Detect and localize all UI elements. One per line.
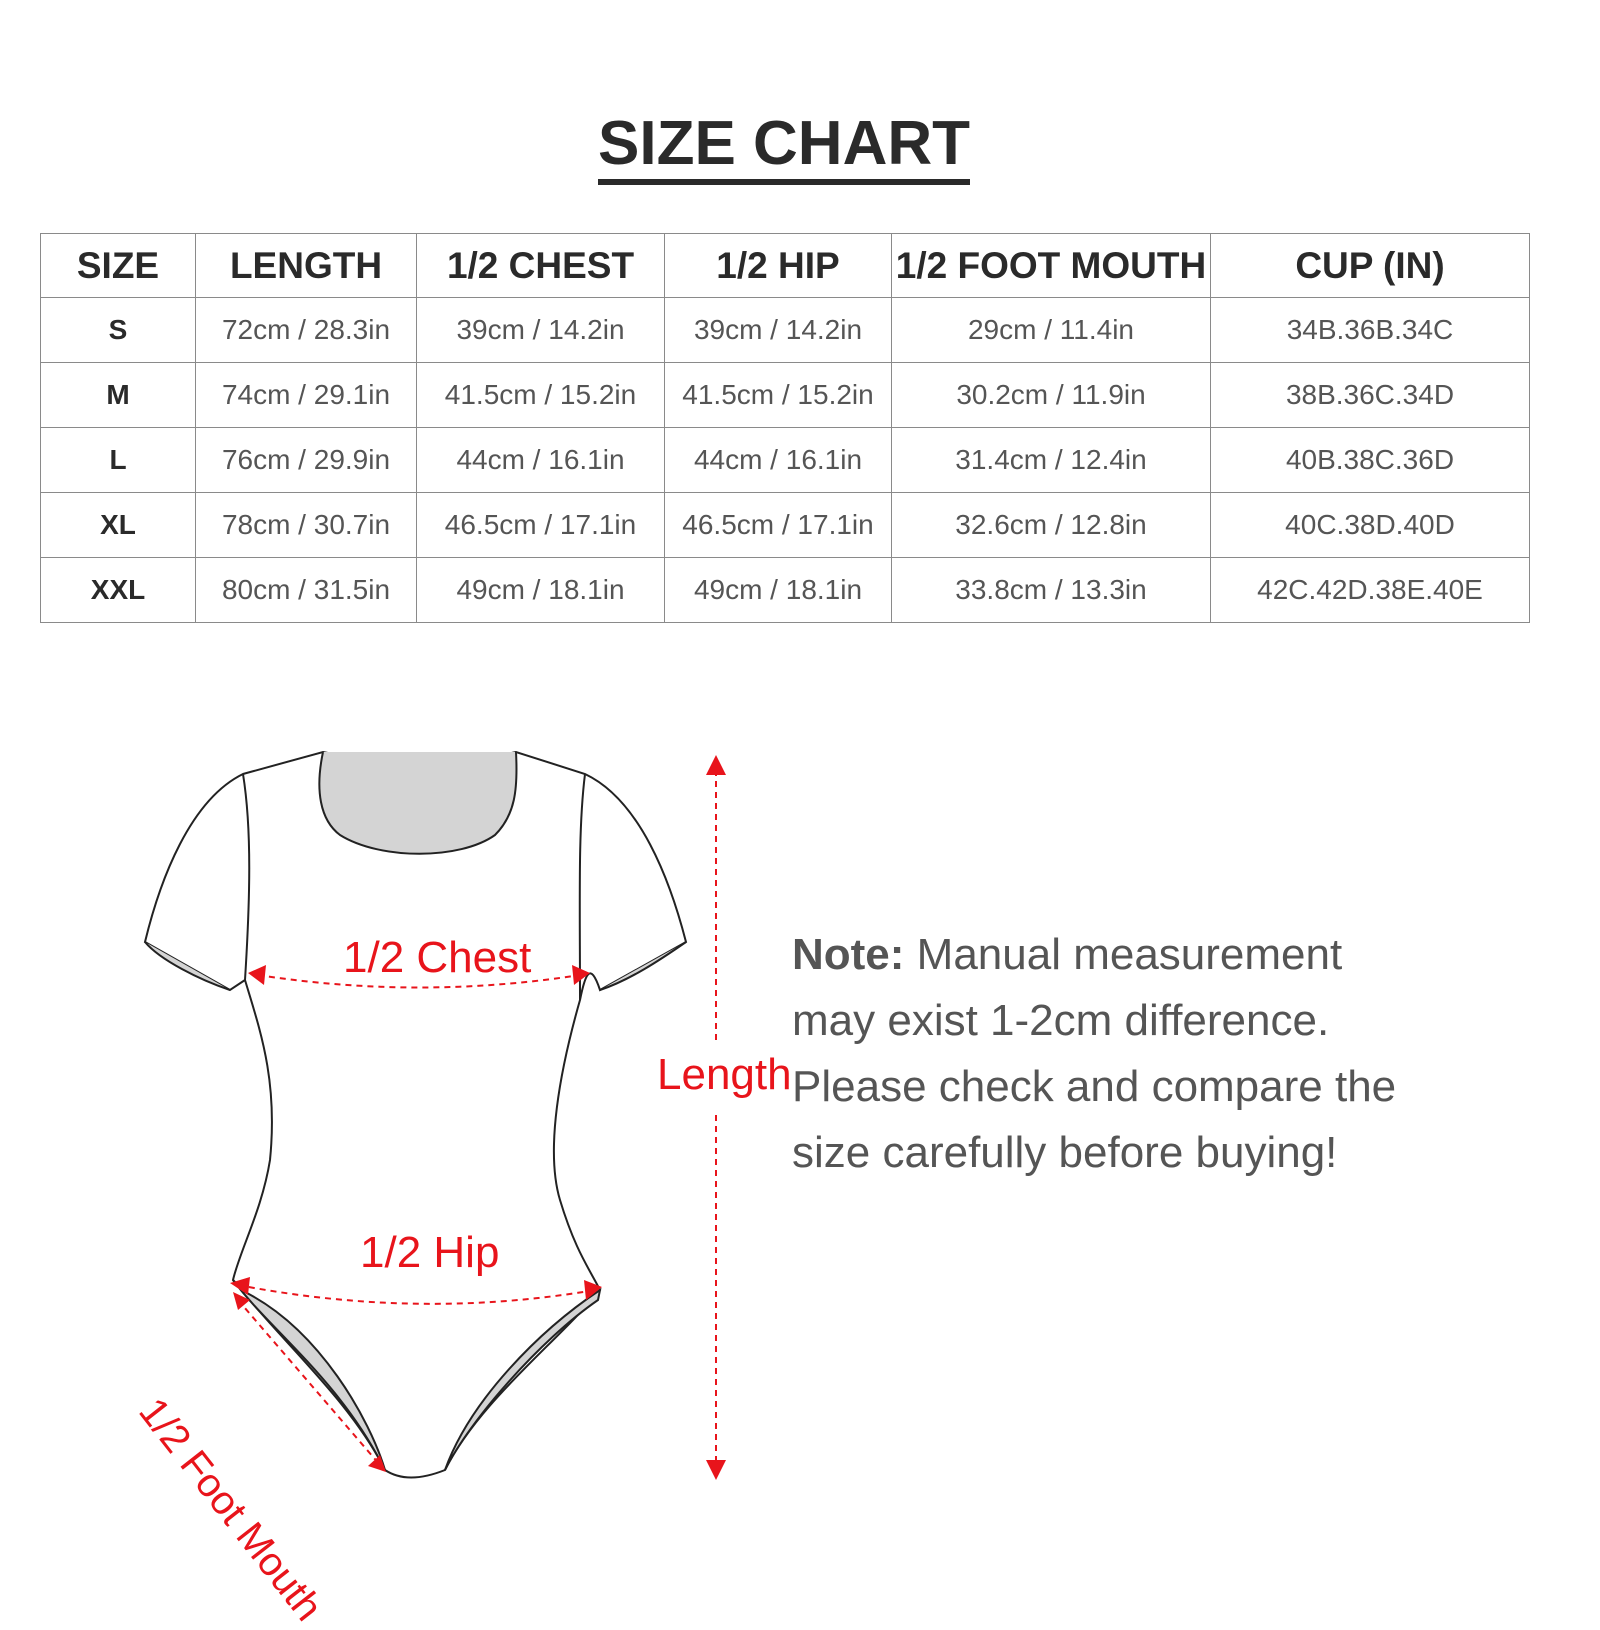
foot-mouth-measure-line <box>237 1299 381 1466</box>
arrow-icon <box>248 965 266 985</box>
size-cell: S <box>40 297 196 363</box>
table-cell: 30.2cm / 11.9in <box>891 362 1211 428</box>
table-cell: 40B.38C.36D <box>1210 427 1530 493</box>
note-label: Note: <box>792 930 905 979</box>
chest-measure-line <box>257 974 581 989</box>
table-row: XL 78cm / 30.7in 46.5cm / 17.1in 46.5cm / 1… <box>40 492 1530 558</box>
hip-label: 1/2 Hip <box>360 1228 500 1277</box>
table-cell: 44cm / 16.1in <box>664 427 892 493</box>
column-header: 1/2 CHEST <box>416 233 665 298</box>
size-cell: XXL <box>40 557 196 623</box>
arrow-icon <box>368 1455 386 1472</box>
page-title: SIZE CHART <box>0 108 1568 185</box>
table-cell: 80cm / 31.5in <box>195 557 417 623</box>
arrow-icon <box>572 965 590 985</box>
table-cell: 72cm / 28.3in <box>195 297 417 363</box>
size-cell: L <box>40 427 196 493</box>
arrow-icon <box>706 755 726 775</box>
arrow-icon <box>706 1460 726 1480</box>
size-table: SIZE LENGTH 1/2 CHEST 1/2 HIP 1/2 FOOT MOUTH… <box>40 233 1530 623</box>
table-cell: 44cm / 16.1in <box>416 427 665 493</box>
table-cell: 78cm / 30.7in <box>195 492 417 558</box>
table-row: L 76cm / 29.9in 44cm / 16.1in 44cm / 16.1in… <box>40 427 1530 493</box>
table-row: M 74cm / 29.1in 41.5cm / 15.2in 41.5cm / 15… <box>40 362 1530 428</box>
size-cell: XL <box>40 492 196 558</box>
table-cell: 41.5cm / 15.2in <box>416 362 665 428</box>
table-cell: 38B.36C.34D <box>1210 362 1530 428</box>
table-cell: 49cm / 18.1in <box>664 557 892 623</box>
table-cell: 46.5cm / 17.1in <box>664 492 892 558</box>
table-header-row: SIZE LENGTH 1/2 CHEST 1/2 HIP 1/2 FOOT MOUTH… <box>40 233 1530 298</box>
chest-label: 1/2 Chest <box>343 933 532 982</box>
column-header: 1/2 FOOT MOUTH <box>891 233 1211 298</box>
table-cell: 41.5cm / 15.2in <box>664 362 892 428</box>
table-cell: 42C.42D.38E.40E <box>1210 557 1530 623</box>
arrow-icon <box>230 1277 250 1295</box>
table-cell: 39cm / 14.2in <box>416 297 665 363</box>
table-cell: 32.6cm / 12.8in <box>891 492 1211 558</box>
note-text: Note: Manual measurement may exist 1-2cm… <box>792 922 1432 1186</box>
table-cell: 40C.38D.40D <box>1210 492 1530 558</box>
table-cell: 76cm / 29.9in <box>195 427 417 493</box>
table-row: XXL 80cm / 31.5in 49cm / 18.1in 49cm / 18.1… <box>40 557 1530 623</box>
table-cell: 33.8cm / 13.3in <box>891 557 1211 623</box>
table-cell: 29cm / 11.4in <box>891 297 1211 363</box>
bodysuit-outline <box>143 750 688 1479</box>
arrow-icon <box>233 1292 250 1310</box>
length-label: Length <box>657 1050 792 1099</box>
hip-measure-line <box>237 1284 596 1305</box>
table-cell: 74cm / 29.1in <box>195 362 417 428</box>
column-header: SIZE <box>40 233 196 298</box>
table-cell: 49cm / 18.1in <box>416 557 665 623</box>
note-body: Manual measurement may exist 1-2cm diffe… <box>792 930 1397 1177</box>
size-cell: M <box>40 362 196 428</box>
arrow-icon <box>584 1280 602 1300</box>
table-cell: 39cm / 14.2in <box>664 297 892 363</box>
